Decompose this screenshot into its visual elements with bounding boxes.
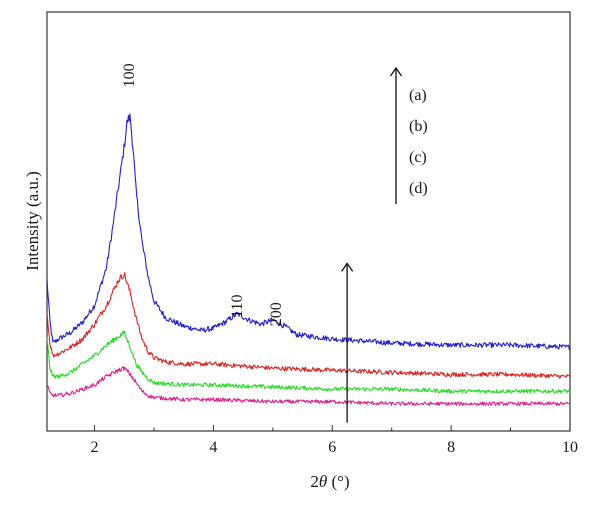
x-tick-label: 2 — [91, 439, 99, 456]
x-tick-label: 6 — [328, 439, 336, 456]
peak-label-200: 200 — [268, 302, 285, 326]
legend: (a) (b) (c) (d) — [389, 66, 428, 204]
x-ticks: 2 4 6 8 10 — [91, 425, 578, 456]
plot-frame — [46, 11, 571, 432]
legend-entry-c: (c) — [409, 149, 427, 166]
annotations: 100 110 200 — [121, 63, 354, 423]
peak-label-110: 110 — [229, 294, 246, 317]
trend-arrow-head — [341, 262, 354, 272]
x-tick-label: 10 — [562, 439, 578, 456]
series-line-1 — [46, 113, 571, 351]
legend-arrow-head — [389, 66, 403, 77]
series-line-3 — [46, 330, 571, 394]
x-axis-title-variable: θ — [319, 472, 327, 491]
x-tick-label: 4 — [209, 439, 217, 456]
legend-entry-b: (b) — [409, 118, 428, 135]
legend-entry-a: (a) — [409, 87, 427, 104]
series-line-2 — [46, 272, 571, 379]
y-axis-title: Intensity (a.u.) — [23, 171, 42, 271]
peak-label-100: 100 — [121, 63, 138, 87]
x-axis-title: 2θ (°) — [310, 472, 349, 491]
series-layer — [46, 113, 571, 407]
series-line-4 — [46, 366, 571, 407]
x-tick-label: 8 — [447, 439, 455, 456]
x-axis-title-prefix: 2 — [310, 472, 319, 491]
legend-entry-d: (d) — [409, 180, 428, 197]
x-axis-title-unit: (°) — [327, 472, 349, 491]
